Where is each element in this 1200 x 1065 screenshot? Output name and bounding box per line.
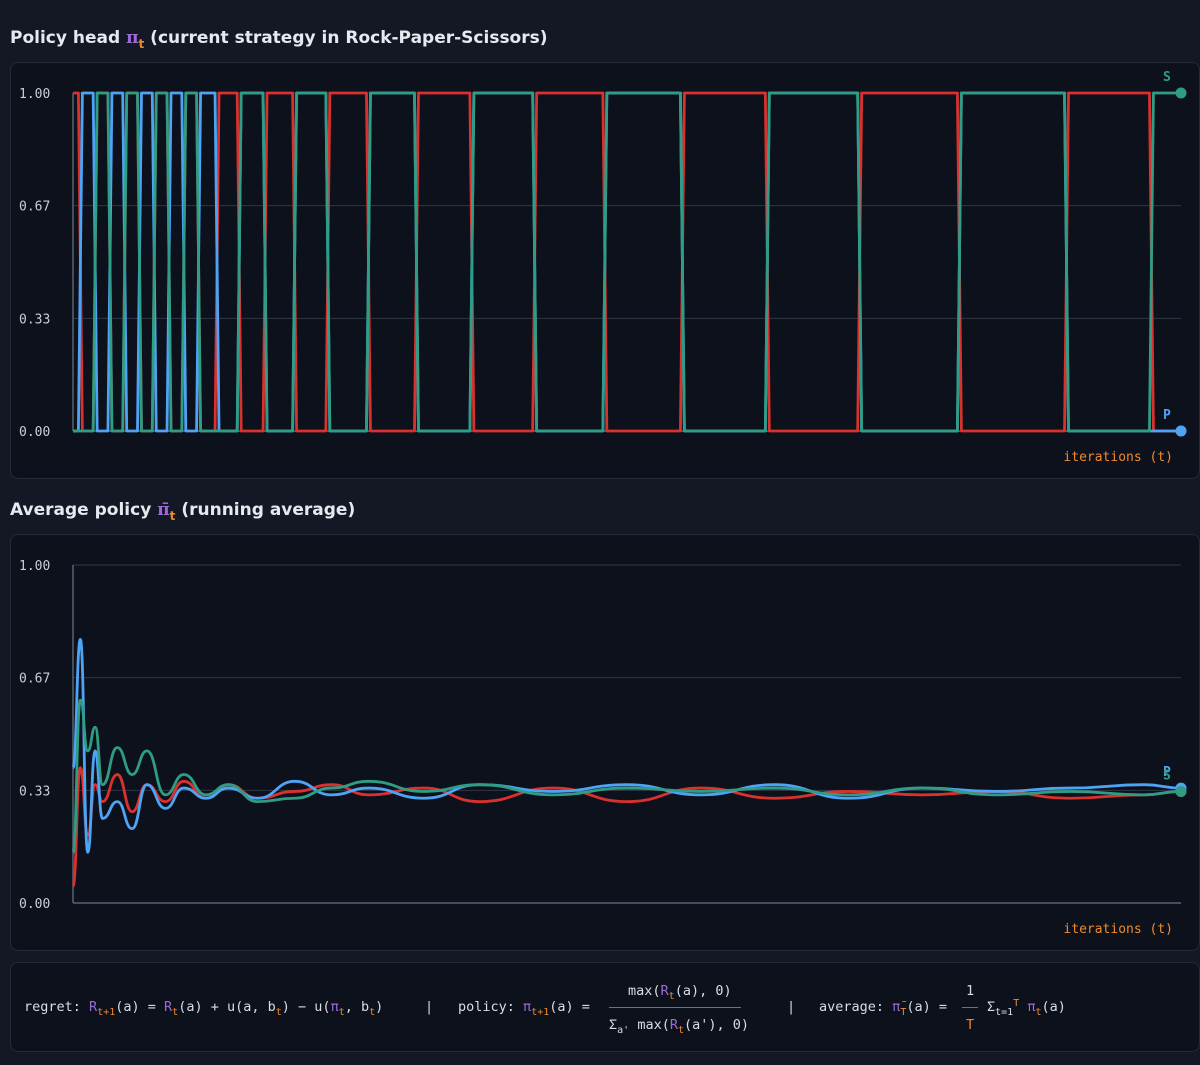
text: ) [375,999,384,1015]
text: (a) = [115,999,165,1015]
series-end-label: P [1163,408,1171,423]
policy-head-chart-panel: 0.00 0.33 0.67 1.00 iterations (t) S P [10,62,1200,479]
pi-symbol: π [126,28,139,48]
y-tick-label: 0.67 [19,200,50,215]
regret-formula: regret: Rt+1(a) = Rt(a) + u(a, bt) − u(π… [24,999,384,1018]
policy-label: policy: [458,999,515,1015]
policy-denominator: Σa' max(Rt(a'), 0) [609,1017,750,1036]
y-tick-label: 1.00 [19,559,50,574]
text: (a) = [549,999,590,1015]
subscript: t=1 [995,1007,1014,1018]
series-end-label: P [1163,765,1171,780]
regret-symbol: R [669,1017,678,1033]
title-prefix: Average policy [10,500,158,520]
series-line-s [71,698,1182,854]
series-end-point-p [1175,425,1187,437]
subscript: a' [617,1025,630,1036]
fraction-line [609,1007,741,1008]
pi-bar-symbol: π̄ [892,999,901,1015]
regret-symbol: R [164,999,173,1015]
series-end-point-s [1175,785,1187,797]
y-tick-label: 0.33 [19,784,50,799]
series-line-s [73,91,1181,433]
regret-symbol: R [660,983,669,999]
policy-numerator: max(Rt(a), 0) [628,983,732,1002]
y-tick-label: 0.00 [19,425,50,440]
policy-head-chart: 0.00 0.33 0.67 1.00 iterations (t) S P [19,70,1187,465]
y-tick-label: 0.00 [19,897,50,912]
superscript: T [1013,998,1020,1009]
average-numerator: 1 [966,983,975,999]
fraction-line [962,1007,978,1008]
separator: | [425,999,434,1015]
y-tick-label: 1.00 [19,87,50,102]
chart-title-policy-head: Policy head πt (current strategy in Rock… [10,28,548,51]
subscript: t [677,1025,684,1036]
title-suffix: (running average) [175,500,356,520]
x-axis-label: iterations (t) [1063,450,1173,465]
pi-symbol: π [523,999,532,1015]
y-tick-label: 0.67 [19,672,50,687]
subscript: t [275,1007,282,1018]
subscript: t [668,991,675,1002]
text: , b [344,999,370,1015]
sigma-symbol: Σ [987,999,996,1015]
subscript: t+1 [531,1007,550,1018]
subscript: t+1 [97,1007,116,1018]
title-prefix: Policy head [10,28,127,48]
average-policy-chart-panel: 0.00 0.33 0.67 1.00 iterations (t) P S [10,534,1200,951]
regret-label: regret: [24,999,81,1015]
pi-subscript: t [169,509,176,523]
title-suffix: (current strategy in Rock-Paper-Scissors… [144,28,548,48]
policy-formula-lhs: policy: πt+1(a) = [458,999,590,1018]
regret-symbol: R [89,999,98,1015]
series-end-point-s [1175,87,1187,99]
text: max( [629,1017,670,1033]
sigma-symbol: Σ [609,1017,618,1033]
subscript: t [1035,1007,1042,1018]
separator: | [787,999,796,1015]
subscript: t [369,1007,376,1018]
x-axis-label: iterations (t) [1063,922,1173,937]
formula-bar: regret: Rt+1(a) = Rt(a) + u(a, bt) − u(π… [10,962,1200,1052]
pi-bar-symbol: π̄ [157,500,170,520]
series-end-label: S [1163,768,1171,783]
series-end-label: S [1163,70,1171,85]
text: (a), 0) [674,983,732,999]
average-policy-chart: 0.00 0.33 0.67 1.00 iterations (t) PS [19,559,1187,937]
y-tick-label: 0.33 [19,312,50,327]
average-formula-lhs: average: π̄T(a) = [819,999,947,1018]
subscript: t [172,1007,179,1018]
text: (a) + u(a, b [178,999,276,1015]
average-label: average: [819,999,885,1015]
average-sum: Σt=1T πt(a) [987,998,1066,1018]
pi-symbol: π [330,999,339,1015]
text: (a) = [906,999,947,1015]
pi-symbol: π [1019,999,1036,1015]
chart-title-average-policy: Average policy π̄t (running average) [10,500,356,523]
subscript: T [900,1007,907,1018]
series-line-p [71,637,1182,854]
text: (a) [1041,999,1066,1015]
text: (a'), 0) [684,1017,750,1033]
average-denominator: T [966,1017,975,1033]
subscript: t [338,1007,345,1018]
text: max( [628,983,661,999]
text: ) − u( [281,999,331,1015]
pi-subscript: t [138,37,145,51]
